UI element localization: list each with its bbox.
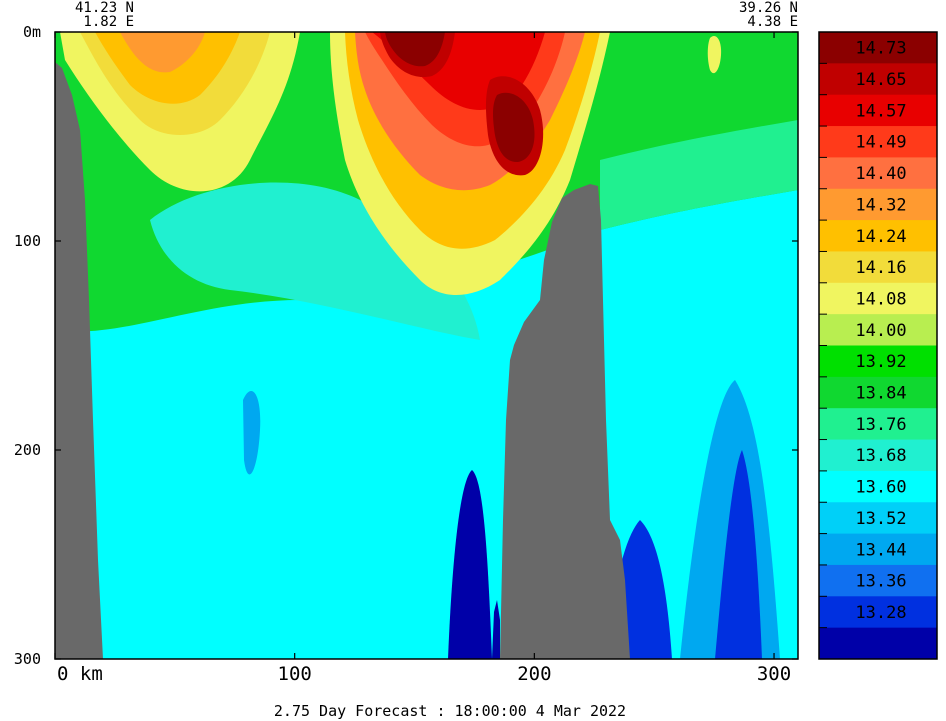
colorbar-label: 14.57: [855, 101, 906, 121]
colorbar-label: 14.49: [855, 133, 906, 153]
plot-area: [55, 32, 798, 659]
orange-core-left: [120, 32, 205, 73]
colorbar-swatch: [819, 408, 937, 441]
colorbar-swatch: [819, 188, 937, 221]
colorbar-swatch: [819, 439, 937, 472]
x-tick-label: 300: [757, 663, 791, 685]
colorbar-swatch: [819, 282, 937, 315]
blue-streak-1: [243, 391, 261, 475]
colorbar-swatch: [819, 126, 937, 158]
colorbar-label: 13.52: [855, 509, 906, 529]
colorbar-swatch: [819, 251, 937, 284]
y-tick-label: 200: [14, 441, 41, 459]
land-left: [55, 62, 103, 659]
colorbar-swatch: [819, 94, 937, 127]
teal-zone: [150, 182, 480, 340]
colorbar-swatch: [819, 345, 937, 378]
plot-frame: [54, 31, 799, 660]
x-axis: 0 km 100 200 300: [54, 32, 791, 685]
colorbar-swatch: [819, 533, 937, 566]
seamount-notch: [492, 600, 500, 659]
colorbar-label: 14.16: [855, 258, 906, 278]
maroon-core-left: [385, 32, 445, 67]
forecast-footer: 2.75 Day Forecast : 18:00:00 4 Mar 2022: [274, 702, 626, 720]
start-lon-label: 1.82 E: [83, 14, 134, 30]
end-lon-label: 4.38 E: [747, 14, 798, 30]
x-tick-label: 200: [517, 663, 551, 685]
colorbar-swatch: [819, 376, 937, 409]
seamount: [500, 184, 630, 659]
colorbar-swatch: [819, 32, 937, 64]
colorbar-label: 13.60: [855, 478, 906, 498]
colorbar-label: 13.92: [855, 352, 906, 372]
maroon-core-right: [493, 92, 535, 163]
navy-column-right: [715, 450, 762, 659]
colorbar-swatch: [819, 564, 937, 597]
colorbar-label: 14.65: [855, 70, 906, 90]
colorbar-swatch: [819, 220, 937, 252]
y-axis: 0m 100 200 300: [14, 23, 798, 668]
colorbar-swatch: [819, 470, 937, 503]
colorbar-label: 13.44: [855, 540, 906, 560]
colorbar-swatch: [819, 502, 937, 535]
start-lat-label: 41.23 N: [75, 0, 134, 16]
colorbar-label: 14.08: [855, 289, 906, 309]
colorbar-swatch: [819, 627, 937, 660]
colorbar: 14.73 14.65 14.57 14.49 14.40 14.32 14.24 14.16…: [819, 32, 937, 660]
colorbar-label: 14.00: [855, 321, 906, 341]
colorbar-swatch: [819, 157, 937, 190]
y-tick-label: 0m: [23, 23, 41, 41]
colorbar-label: 13.68: [855, 446, 906, 466]
dark-navy-column: [448, 470, 492, 659]
x-tick-label: 100: [278, 663, 312, 685]
y-tick-label: 300: [14, 650, 41, 668]
green-low: [600, 120, 798, 230]
yellow-streak-top: [707, 35, 722, 74]
colorbar-label: 14.73: [855, 39, 906, 59]
colorbar-label: 14.40: [855, 164, 906, 184]
colorbar-swatch: [819, 63, 937, 96]
colorbar-frame: [818, 31, 938, 660]
end-lat-label: 39.26 N: [739, 0, 798, 16]
colorbar-swatch: [819, 314, 937, 346]
colorbar-label: 14.24: [855, 227, 906, 247]
x-tick-label: 0 km: [57, 663, 103, 685]
colorbar-label: 13.36: [855, 572, 906, 592]
colorbar-label: 13.76: [855, 415, 906, 435]
colorbar-label: 13.84: [855, 384, 906, 404]
y-tick-label: 100: [14, 232, 41, 250]
colorbar-label: 14.32: [855, 195, 906, 215]
colorbar-swatch: [819, 596, 937, 629]
colorbar-label: 13.28: [855, 603, 906, 623]
